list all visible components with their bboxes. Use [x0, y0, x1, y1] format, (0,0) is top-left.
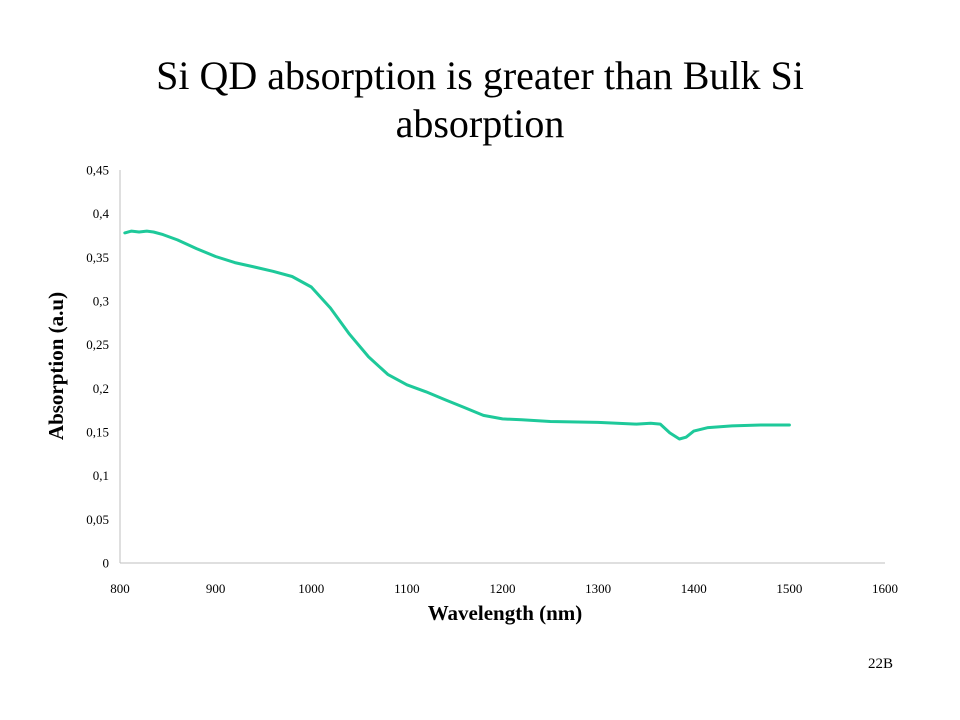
- x-tick-label: 1400: [681, 581, 707, 596]
- x-tick-label: 1200: [490, 581, 516, 596]
- slide-number: 22B: [868, 656, 894, 672]
- x-tick-label: 1300: [585, 581, 611, 596]
- y-tick-label: 0,45: [86, 163, 109, 178]
- x-tick-label: 1600: [872, 581, 898, 596]
- x-tick-label: 900: [206, 581, 226, 596]
- slide-title: Si QD absorption is greater than Bulk Si…: [156, 53, 804, 146]
- y-tick-label: 0,3: [93, 294, 109, 309]
- x-tick-label: 1000: [298, 581, 324, 596]
- x-tick-label: 1100: [394, 581, 420, 596]
- y-tick-label: 0,2: [93, 381, 109, 396]
- y-tick-label: 0,4: [93, 206, 110, 221]
- y-axis-title: Absorption (a.u): [44, 292, 68, 440]
- y-tick-label: 0,15: [86, 425, 109, 440]
- chart-axes: [119, 170, 885, 564]
- series-layer: [123, 229, 791, 441]
- x-axis-title: Wavelength (nm): [428, 601, 583, 625]
- y-tick-label: 0,05: [86, 512, 109, 527]
- x-tick-label: 800: [110, 581, 130, 596]
- y-tick-label: 0,25: [86, 337, 109, 352]
- y-tick-label: 0,35: [86, 250, 109, 265]
- y-tick-labels: 0 0,05 0,1 0,15 0,2 0,25 0,3 0,35 0,4 0,45: [86, 163, 109, 571]
- x-tick-labels: 800 900 1000 1100 1200 1300 1400 1500 1600: [110, 581, 898, 596]
- x-tick-label: 1500: [776, 581, 802, 596]
- y-tick-label: 0: [103, 556, 110, 571]
- y-tick-label: 0,1: [93, 468, 109, 483]
- absorption-series-line: [123, 229, 791, 441]
